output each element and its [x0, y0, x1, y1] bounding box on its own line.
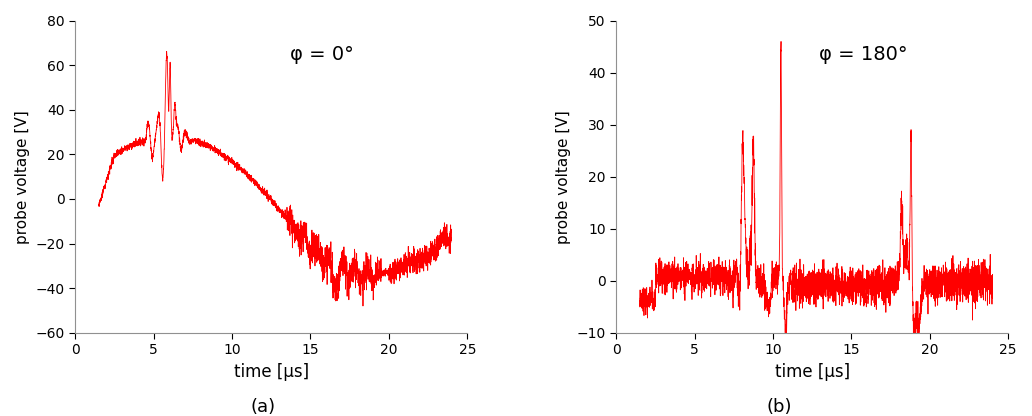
Y-axis label: probe voltage [V]: probe voltage [V]	[15, 110, 30, 243]
Text: φ = 0°: φ = 0°	[290, 45, 354, 64]
Y-axis label: probe voltage [V]: probe voltage [V]	[556, 110, 571, 243]
Text: φ = 180°: φ = 180°	[818, 45, 907, 64]
X-axis label: time [μs]: time [μs]	[775, 363, 849, 381]
Text: (b): (b)	[767, 398, 792, 416]
Text: (a): (a)	[251, 398, 276, 416]
X-axis label: time [μs]: time [μs]	[233, 363, 309, 381]
